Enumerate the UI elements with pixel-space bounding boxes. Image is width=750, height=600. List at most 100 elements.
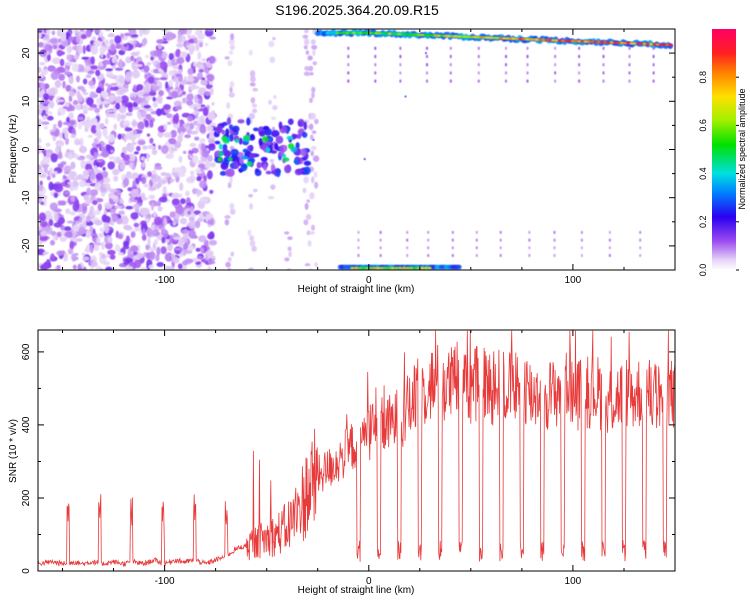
- band-spike: [652, 71, 655, 75]
- streak-cell: [304, 263, 311, 267]
- streak-cell: [303, 176, 309, 184]
- upper-band-core: [472, 35, 478, 39]
- spectrogram-y-tick-label: -20: [21, 238, 32, 253]
- upper-band-core: [489, 36, 494, 40]
- band-spike: [357, 246, 360, 250]
- noise-cell: [117, 252, 125, 256]
- band-spike: [602, 71, 605, 75]
- noise-cell: [59, 58, 65, 67]
- noise-cell: [105, 83, 109, 87]
- noise-cell: [100, 146, 106, 152]
- noise-cell: [177, 134, 183, 143]
- noise-cell: [209, 87, 214, 96]
- upper-band-core: [665, 43, 670, 47]
- noise-cell: [69, 120, 76, 126]
- band-spike: [578, 62, 581, 67]
- band-spike: [374, 46, 377, 50]
- noise-cell: [54, 183, 63, 193]
- noise-cell: [146, 227, 153, 237]
- band-spike: [399, 54, 402, 59]
- heatmap-cells: [38, 29, 674, 270]
- noise-cell: [176, 56, 185, 65]
- colorbar: 0.0 0.2 0.4 0.6 0.8 Normalized spectral ampl…: [698, 29, 747, 276]
- cluster-cell: [230, 154, 239, 163]
- noise-cell: [114, 205, 118, 210]
- upper-band-core: [404, 33, 409, 36]
- noise-cell: [56, 49, 63, 57]
- noise-cell: [119, 33, 125, 39]
- band-spike: [425, 46, 429, 50]
- noise-cell: [62, 127, 67, 134]
- noise-cell: [153, 211, 157, 218]
- streak-cell: [227, 182, 232, 189]
- band-spike: [347, 79, 350, 83]
- cluster-cell: [275, 135, 284, 144]
- upper-band-core: [645, 42, 651, 46]
- noise-cell: [46, 115, 54, 121]
- noise-cell: [89, 209, 93, 217]
- upper-band-core: [423, 33, 429, 37]
- band-spike: [526, 46, 529, 50]
- noise-cell: [188, 150, 194, 155]
- noise-cell: [145, 113, 152, 120]
- noise-cell: [70, 133, 76, 139]
- band-spike: [425, 62, 429, 67]
- band-spike: [526, 62, 529, 67]
- noise-cell: [69, 184, 74, 192]
- noise-cell: [143, 183, 150, 188]
- noise-cell: [182, 150, 187, 155]
- noise-cell: [178, 75, 183, 83]
- noise-cell: [104, 215, 111, 223]
- cluster-cell: [224, 169, 231, 176]
- noise-cell: [71, 63, 80, 72]
- band-spike: [477, 62, 480, 67]
- noise-cell: [111, 56, 117, 64]
- streak-cell: [303, 38, 310, 46]
- noise-cell: [196, 189, 203, 196]
- spectrogram-y-tick-label: 0: [21, 146, 32, 152]
- noise-cell: [125, 112, 133, 117]
- noise-cell: [159, 77, 168, 81]
- noise-cell: [89, 244, 94, 254]
- noise-cell: [132, 251, 138, 256]
- noise-cell: [58, 73, 66, 81]
- noise-cell: [89, 260, 98, 268]
- cluster-cell: [297, 118, 305, 128]
- cluster-core: [218, 151, 223, 157]
- noise-cell: [130, 245, 139, 253]
- streak-cell: [250, 75, 256, 83]
- noise-cell: [45, 111, 53, 115]
- noise-cell: [130, 51, 140, 57]
- streak-cell: [311, 224, 315, 231]
- noise-cell: [101, 91, 109, 99]
- noise-cell: [43, 163, 48, 173]
- noise-cell: [156, 246, 161, 256]
- cluster-cell: [225, 128, 230, 137]
- noise-cell: [196, 255, 203, 260]
- noise-cell: [161, 236, 166, 244]
- speck: [363, 158, 366, 161]
- upper-band-core: [495, 36, 500, 40]
- noise-cell: [123, 43, 128, 48]
- noise-cell: [66, 220, 74, 224]
- noise-cell: [96, 158, 103, 163]
- cluster-cell: [296, 134, 302, 139]
- cluster-core: [282, 157, 290, 162]
- streak-cell: [269, 158, 274, 163]
- noise-cell: [102, 127, 108, 137]
- upper-band-core: [593, 40, 598, 44]
- noise-cell: [136, 244, 141, 254]
- noise-cell: [72, 202, 80, 212]
- noise-cell: [141, 162, 146, 168]
- noise-cell: [85, 74, 92, 79]
- band-spike: [554, 46, 557, 50]
- noise-cell: [186, 99, 194, 106]
- band-spike: [406, 253, 409, 258]
- noise-cell: [187, 35, 192, 39]
- noise-cell: [42, 251, 49, 255]
- noise-cell: [130, 55, 135, 62]
- noise-cell: [141, 207, 150, 215]
- upper-band-core: [482, 36, 487, 39]
- noise-cell: [89, 232, 96, 237]
- lower-band-core: [387, 266, 392, 270]
